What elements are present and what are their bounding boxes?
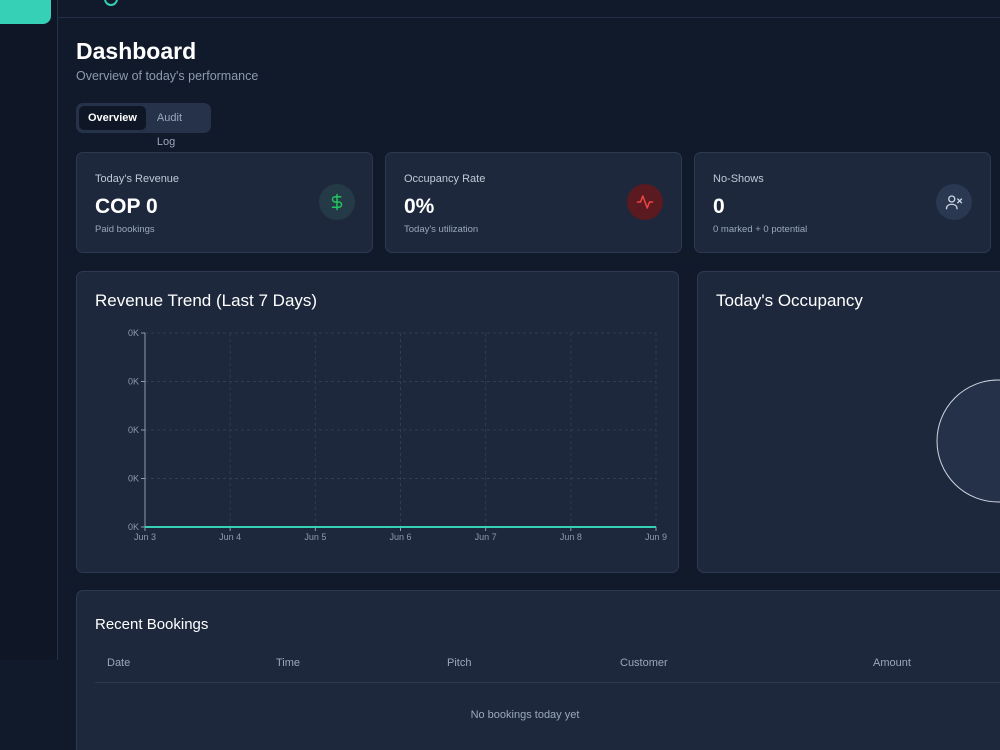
x-tick-label: Jun 7 [475,532,497,542]
stat-label: Occupancy Rate [404,173,486,185]
chart-title: Revenue Trend (Last 7 Days) [95,291,318,310]
stat-subtext: Today's utilization [404,224,479,235]
page-title: Dashboard [76,38,197,64]
stat-card-no-shows: No-Shows 0 0 marked + 0 potential [694,152,991,253]
tab-audit-log[interactable]: Audit Log [156,112,182,148]
top-bar [58,0,1000,18]
stat-subtext: 0 marked + 0 potential [713,224,808,235]
user-x-icon [936,184,972,220]
main-content: Dashboard Overview of today's performanc… [76,0,1000,750]
x-tick-label: Jun 4 [219,532,241,542]
stat-label: Today's Revenue [95,173,180,185]
y-tick-label: 0K [128,474,139,484]
sidebar [0,0,58,660]
x-tick-label: Jun 3 [134,532,156,542]
bookings-table-header: Date Time Pitch Customer Amount [95,657,1000,683]
sidebar-active-item[interactable] [0,0,51,24]
occupancy-title: Today's Occupancy [716,291,863,310]
x-tick-label: Jun 5 [304,532,326,542]
page-subtitle: Overview of today's performance [76,69,259,83]
occupancy-ring [936,379,1000,503]
stat-value: 0 [713,195,725,218]
stat-subtext: Paid bookings [95,224,155,235]
occupancy-pie-chart [936,379,1000,503]
y-tick-label: 0K [128,522,139,532]
activity-icon [627,184,663,220]
column-customer[interactable]: Customer [620,657,668,669]
stat-label: No-Shows [713,173,764,185]
stat-value: COP 0 [95,195,158,218]
dollar-icon [319,184,355,220]
x-tick-label: Jun 9 [645,532,667,542]
tab-overview[interactable]: Overview [79,106,146,130]
revenue-trend-card: Revenue Trend (Last 7 Days) 0K 0K 0K 0K 0K Ju… [76,271,679,573]
occupancy-card: Today's Occupancy [697,271,1000,573]
stat-card-occupancy: Occupancy Rate 0% Today's utilization [385,152,682,253]
recent-bookings-card: Recent Bookings Date Time Pitch Customer… [76,590,1000,750]
tab-bar: Overview Audit Log [76,103,211,148]
y-tick-label: 0K [128,377,139,387]
column-amount[interactable]: Amount [873,657,911,669]
x-tick-label: Jun 6 [389,532,411,542]
y-tick-label: 0K [128,425,139,435]
stat-value: 0% [404,195,435,218]
column-pitch[interactable]: Pitch [447,657,472,669]
y-tick-label: 0K [128,328,139,338]
column-date[interactable]: Date [107,657,131,669]
x-tick-label: Jun 8 [560,532,582,542]
column-time[interactable]: Time [276,657,301,669]
stat-card-revenue: Today's Revenue COP 0 Paid bookings [76,152,373,253]
bookings-title: Recent Bookings [95,616,209,633]
empty-state-message: No bookings today yet [470,709,580,721]
